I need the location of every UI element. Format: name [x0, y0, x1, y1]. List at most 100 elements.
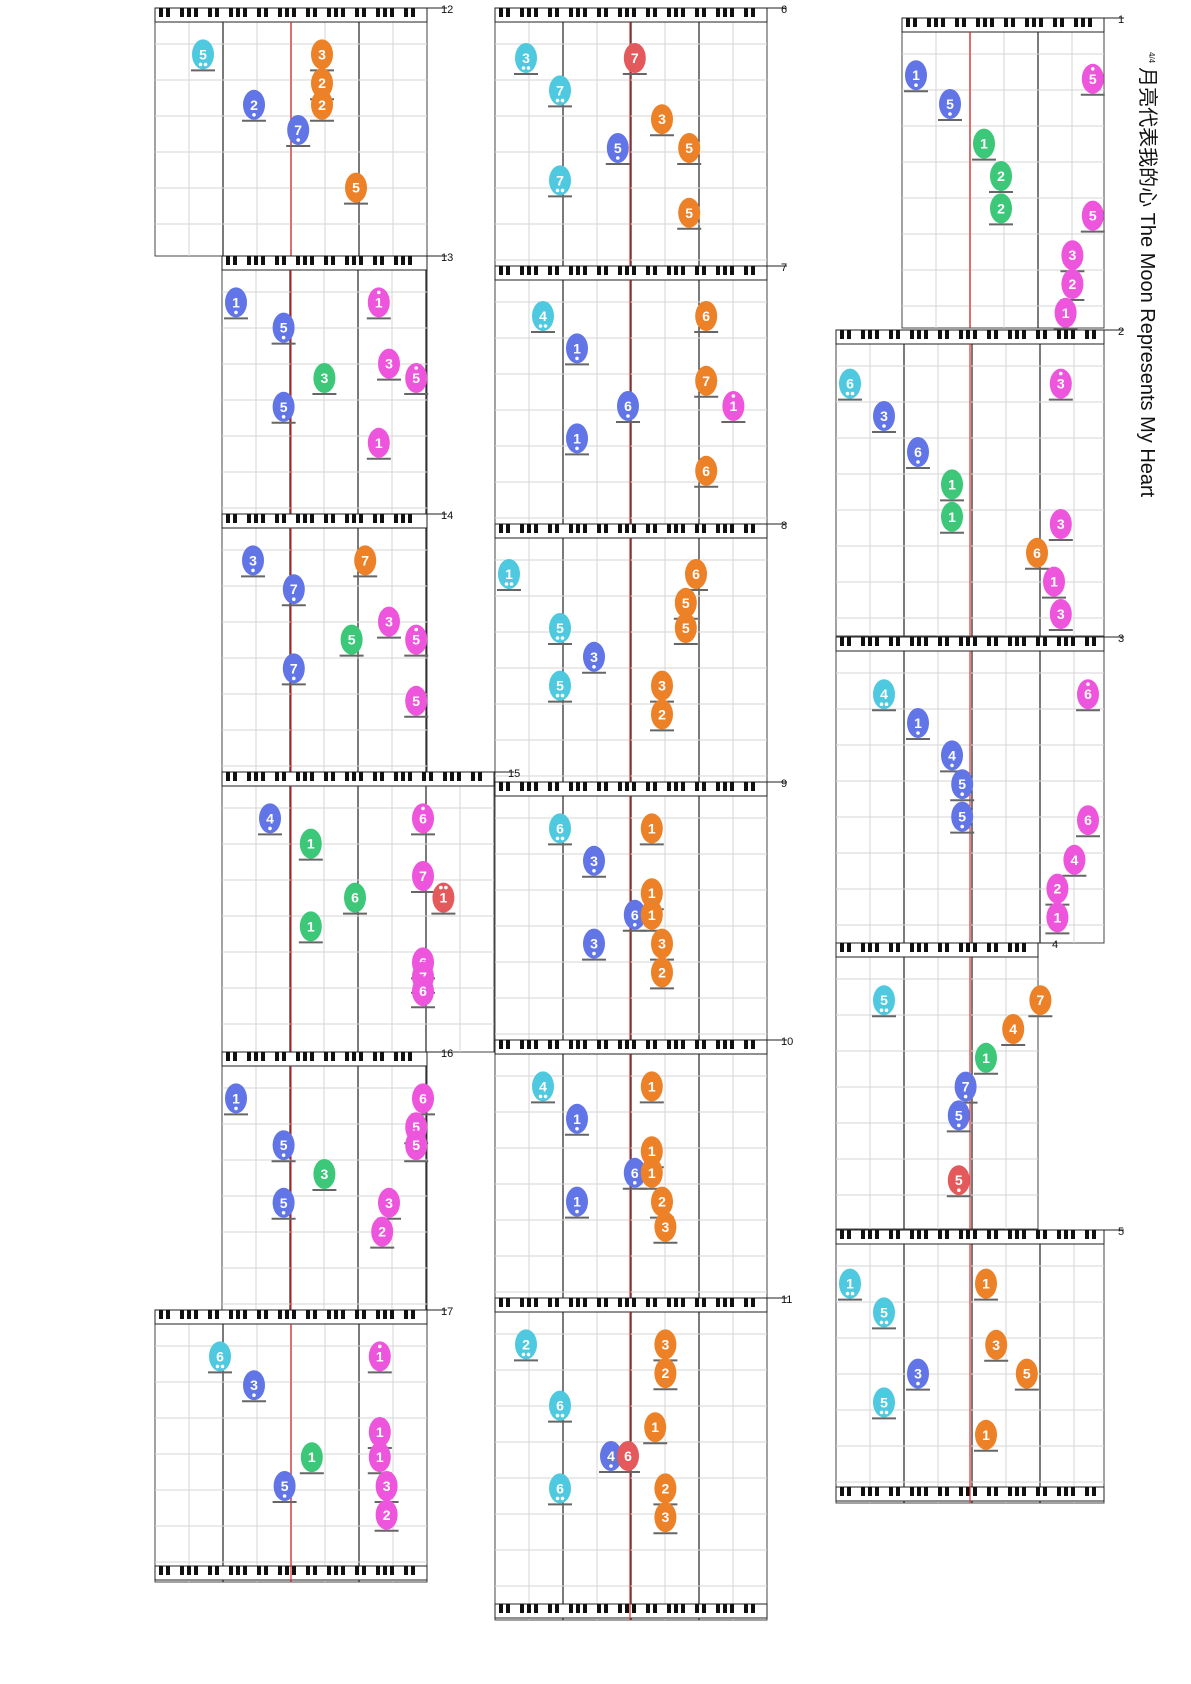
octave-dot [592, 665, 596, 669]
keyboard-strip-bottom [154, 1565, 428, 1581]
note-digit: 1 [376, 1449, 384, 1465]
note: 6 [548, 1473, 572, 1506]
note: 3 [242, 1370, 266, 1403]
octave-dot [560, 1413, 565, 1418]
note-head [873, 985, 895, 1016]
octave-dot [414, 627, 419, 632]
note: 6 [411, 976, 435, 1009]
note: 5 [946, 1100, 971, 1133]
note: 7 [694, 365, 719, 398]
note-digit: 1 [307, 836, 315, 852]
note: 6 [1076, 679, 1100, 712]
note-head [678, 133, 701, 163]
note-digit: 1 [648, 1165, 656, 1181]
keyboard-strip [835, 329, 1105, 345]
note: 7 [548, 75, 572, 108]
note: 5 [1080, 63, 1105, 96]
note-head [532, 1071, 554, 1102]
note-head [1063, 844, 1086, 875]
note-head [583, 928, 605, 959]
note-digit: 5 [556, 620, 564, 636]
note-digit: 7 [631, 50, 639, 66]
note: 1 [721, 391, 746, 423]
octave-dot [439, 885, 443, 890]
octave-dot [914, 83, 918, 87]
note: 2 [370, 1216, 395, 1249]
note-digit: 5 [352, 180, 360, 196]
octave-dot [281, 335, 286, 340]
keyboard-strip [154, 1309, 428, 1325]
note-head [1043, 566, 1065, 597]
note-digit: 5 [281, 1478, 289, 1494]
note: 1 [940, 469, 964, 502]
note-head [990, 161, 1012, 191]
note-digit: 1 [505, 566, 513, 582]
note: 5 [872, 985, 896, 1018]
note: 1 [1045, 902, 1070, 935]
note: 5 [548, 613, 572, 645]
note-head [674, 587, 697, 618]
note: 3 [1048, 509, 1073, 541]
octave-dot [884, 1008, 889, 1012]
note-digit: 5 [412, 1137, 420, 1153]
measure-15: 154617611676 [221, 768, 520, 1053]
octave-dot [538, 324, 543, 328]
note: 6 [548, 1390, 572, 1423]
note-digit: 4 [1009, 1021, 1017, 1037]
note-head [651, 670, 673, 701]
note-head [1077, 805, 1099, 836]
note: 5 [271, 1130, 296, 1163]
note-digit: 3 [914, 1366, 922, 1382]
octave-dot [845, 391, 850, 396]
note: 4 [531, 301, 555, 333]
note: 5 [191, 39, 215, 72]
note-head [617, 1441, 639, 1471]
note-digit: 2 [250, 97, 258, 113]
note-digit: 3 [590, 853, 598, 869]
octave-dot [560, 188, 565, 193]
note-digit: 1 [573, 1111, 581, 1127]
note-digit: 1 [914, 715, 922, 731]
note-digit: 1 [573, 340, 581, 356]
note-digit: 2 [1054, 881, 1062, 897]
note-digit: 1 [912, 67, 920, 83]
octave-dot [609, 1464, 613, 1468]
keyboard-strip [221, 1051, 428, 1067]
note-head [378, 1187, 400, 1218]
note: 3 [1048, 599, 1073, 631]
note-digit: 3 [1069, 247, 1077, 263]
note: 5 [344, 172, 368, 205]
keyboard-strip [494, 265, 768, 281]
note-head [583, 845, 605, 876]
octave-dot [281, 415, 286, 419]
keyboard-strip [835, 1229, 1105, 1245]
octave-dot [560, 98, 565, 103]
octave-dot [444, 885, 448, 890]
octave-dot [234, 310, 238, 315]
note-head [674, 613, 697, 643]
keyboard-strip [221, 255, 428, 271]
note-head [640, 899, 663, 930]
note-digit: 6 [419, 1090, 427, 1106]
note: 5 [271, 391, 296, 424]
note-head [606, 133, 629, 163]
note-head [907, 437, 929, 467]
keyboard-strip [221, 513, 428, 529]
measure-6: 6 3 7 7 3 5 5 7 5 [494, 4, 787, 267]
note-head [272, 1187, 295, 1218]
note-head [1046, 902, 1069, 933]
note: 7 [281, 574, 306, 607]
note-head [839, 368, 861, 399]
measure-number: 5 [1118, 1226, 1124, 1238]
note-digit: 1 [982, 1050, 990, 1066]
octave-dot [509, 582, 514, 586]
note: 6 [411, 803, 435, 836]
note: 1 [497, 559, 521, 591]
note: 5 [404, 624, 429, 657]
note-head [405, 624, 428, 655]
note-head [951, 801, 974, 832]
note: 5 [872, 1297, 896, 1330]
note-head [313, 363, 336, 393]
note-digit: 1 [1054, 909, 1062, 925]
